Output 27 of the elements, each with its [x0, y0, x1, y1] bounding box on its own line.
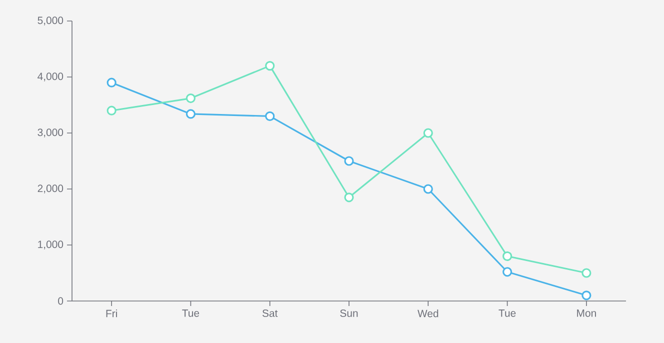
- x-tick-label: Tue: [498, 310, 516, 317]
- y-tick-label: 4,000: [38, 72, 64, 82]
- point: [582, 268, 592, 278]
- x-tick-label: Sun: [340, 310, 358, 317]
- y-tick-label: 0: [58, 297, 64, 305]
- point: [344, 192, 354, 202]
- x-tick-label: Mon: [577, 310, 596, 317]
- point: [106, 78, 116, 88]
- x-tick-label: Wed: [418, 310, 438, 318]
- y-tick-label: 1,000: [38, 240, 64, 250]
- point: [344, 156, 354, 166]
- x-tick-label: Sat: [262, 310, 278, 317]
- point: [186, 93, 196, 104]
- y-tick-label: 3,000: [38, 128, 64, 138]
- point: [423, 128, 433, 138]
- point: [582, 290, 592, 300]
- x-tick-label: Tue: [182, 310, 200, 317]
- point: [265, 111, 275, 121]
- point: [186, 109, 196, 119]
- x-tick-label: Fri: [106, 310, 117, 318]
- y-tick-label: 5,000: [38, 16, 64, 26]
- point: [265, 61, 275, 71]
- point: [423, 184, 433, 194]
- point: [502, 267, 512, 277]
- point: [106, 106, 116, 116]
- y-tick-label: 2,000: [38, 184, 64, 194]
- point: [502, 251, 512, 261]
